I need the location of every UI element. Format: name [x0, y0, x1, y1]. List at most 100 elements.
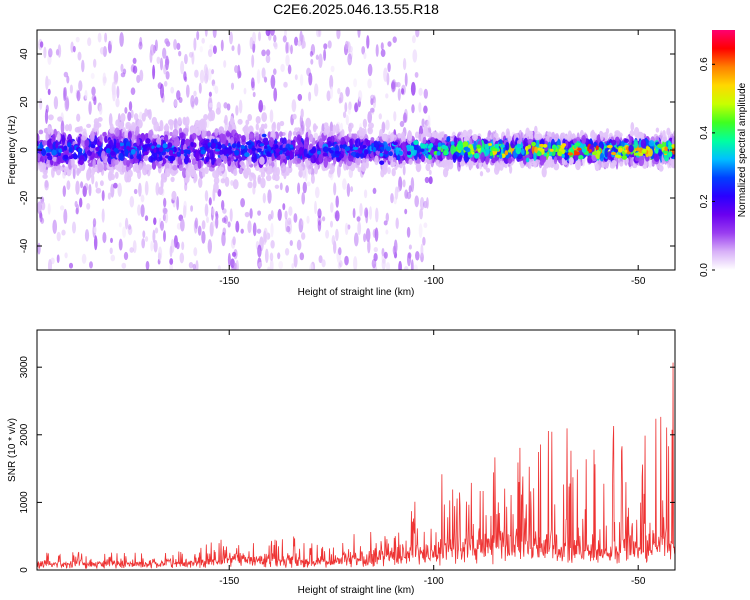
heatmap-cell [402, 58, 407, 71]
heatmap-cell [473, 152, 480, 159]
heatmap-cell [330, 135, 335, 143]
heatmap-cell [265, 49, 271, 56]
heatmap-cell [363, 189, 368, 199]
heatmap-cell [193, 247, 198, 257]
heatmap-cell [148, 155, 154, 163]
heatmap-cell [279, 120, 285, 127]
heatmap-cell [55, 142, 59, 149]
heatmap-cell [342, 178, 347, 190]
heatmap-cell [211, 68, 215, 75]
heatmap-cell [344, 255, 349, 266]
heatmap-cell [357, 221, 362, 236]
heatmap-cell [120, 149, 125, 154]
heatmap-cell [399, 163, 403, 169]
heatmap-cell [264, 248, 269, 263]
heatmap-cell [450, 141, 455, 146]
heatmap-cell [269, 252, 274, 261]
heatmap-x-tick-label: -50 [631, 276, 646, 287]
heatmap-cell [113, 148, 119, 153]
heatmap-cell [71, 221, 77, 234]
heatmap-cell [286, 41, 290, 54]
heatmap-cell [143, 154, 149, 162]
heatmap-cell [294, 149, 300, 155]
heatmap-cell [220, 39, 224, 52]
heatmap-cell [195, 260, 199, 270]
heatmap-cell [50, 257, 55, 265]
snr-x-tick-label: -150 [219, 576, 239, 587]
heatmap-cell [179, 252, 185, 264]
heatmap-cell [51, 149, 57, 156]
heatmap-cell [463, 151, 470, 163]
heatmap-cell [190, 141, 194, 147]
heatmap-cell [287, 217, 292, 226]
heatmap-cell [367, 111, 373, 124]
heatmap-cell [318, 30, 322, 38]
heatmap-cell [189, 126, 194, 135]
heatmap-cell [87, 37, 92, 47]
heatmap-cell [115, 119, 120, 127]
heatmap-cell [230, 179, 234, 186]
heatmap-cell [285, 185, 289, 194]
heatmap-cell [630, 157, 634, 167]
heatmap-cell [315, 54, 319, 60]
heatmap-cell [247, 181, 253, 189]
heatmap-cell [357, 30, 361, 38]
heatmap-cell [98, 104, 103, 116]
heatmap-cell [345, 114, 349, 126]
heatmap-cell [80, 181, 84, 189]
heatmap-cell [418, 87, 423, 96]
heatmap-cell [282, 203, 286, 211]
heatmap-cell [383, 67, 388, 82]
heatmap-cell [158, 147, 164, 152]
heatmap-cell [277, 252, 281, 260]
heatmap-cell [169, 155, 176, 162]
heatmap-cell [57, 116, 63, 122]
heatmap-cell [374, 155, 379, 166]
heatmap-cell [419, 196, 425, 211]
heatmap-cell [348, 132, 352, 138]
heatmap-cell [110, 157, 116, 167]
heatmap-cell [170, 176, 175, 183]
heatmap-cell [429, 142, 434, 148]
heatmap-cell [183, 200, 187, 213]
heatmap-cell [142, 144, 148, 149]
heatmap-cell [78, 80, 83, 92]
heatmap-cell [425, 163, 431, 172]
heatmap-cell [412, 49, 418, 63]
heatmap-cell [77, 148, 83, 153]
heatmap-cell [344, 102, 348, 113]
heatmap-cell [453, 136, 458, 147]
heatmap-cell [227, 252, 231, 267]
heatmap-cell [297, 182, 301, 195]
heatmap-cell [334, 144, 340, 153]
heatmap-cell [408, 158, 413, 165]
heatmap-cell [437, 146, 442, 151]
heatmap-cell [213, 181, 219, 193]
heatmap-cell [130, 87, 136, 95]
heatmap-cell [352, 146, 359, 150]
heatmap-cell [672, 130, 675, 138]
heatmap-cell [107, 40, 112, 54]
heatmap-cell [318, 152, 323, 164]
heatmap-cell [194, 217, 199, 230]
heatmap-cell [201, 220, 206, 230]
heatmap-cell [95, 146, 100, 152]
heatmap-cell [383, 251, 388, 259]
heatmap-cell [293, 253, 298, 268]
heatmap-cell [534, 146, 539, 154]
heatmap-cell [258, 99, 264, 113]
heatmap-cell [390, 131, 395, 142]
heatmap-cell [568, 157, 574, 165]
heatmap-cell [625, 157, 629, 164]
heatmap-cell [371, 258, 377, 269]
heatmap-cell [423, 125, 429, 137]
heatmap-cell [129, 247, 134, 253]
heatmap-cell [47, 125, 52, 135]
heatmap-cell [180, 149, 184, 155]
heatmap-cell [595, 145, 599, 151]
heatmap-cell [657, 149, 662, 157]
heatmap-cell [574, 151, 580, 156]
heatmap-cell [316, 30, 321, 38]
heatmap-cell [365, 209, 369, 224]
heatmap-cell [621, 155, 628, 160]
